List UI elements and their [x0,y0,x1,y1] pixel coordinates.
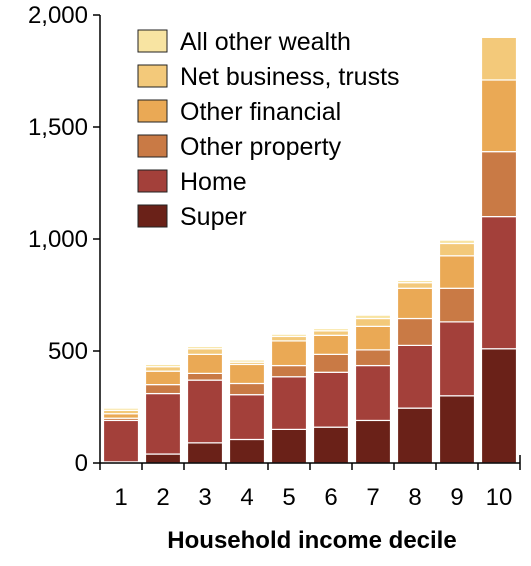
bar-segment [312,353,350,373]
x-tick-label: 2 [156,484,169,511]
bar-segment [228,359,266,363]
legend-label: Super [180,203,247,231]
bar-segment [480,79,518,153]
bar-segment [270,376,308,431]
bar-segment [228,363,266,385]
bar-segment [312,330,350,336]
bar-segment [270,333,308,338]
bar-segment [354,314,392,320]
bar-segment [354,317,392,327]
bar-segment [102,413,140,419]
bar-segment [396,287,434,320]
bar-segment [396,282,434,289]
bar-segment [312,328,350,332]
bar-segment [354,419,392,464]
y-tick-label: 1,500 [28,114,88,141]
bar-segment [144,363,182,368]
bar-segment [354,325,392,351]
bar-segment [144,392,182,455]
x-tick-label: 5 [282,484,295,511]
bar-segment [228,382,266,396]
legend: All other wealth Net business, trusts Othe… [137,28,400,231]
bars-layer [102,36,518,464]
y-ticks: 0 500 1,000 1,500 2,000 [28,2,100,477]
bar-segment [396,279,434,284]
bar-segment [186,345,224,350]
bar-segment [102,419,140,463]
y-tick-label: 0 [75,450,88,477]
bar-segment [186,353,224,374]
bar-segment [144,366,182,372]
x-axis-title: Household income decile [167,527,456,554]
bar-segment [312,334,350,355]
bar-segment [354,364,392,422]
bar-segment [270,335,308,342]
bar-segment [186,379,224,444]
bar-segment [480,36,518,81]
legend-swatch [137,169,168,193]
bar-segment [396,344,434,409]
bar-segment [228,438,266,464]
x-ticks: 1 2 3 4 5 6 7 8 9 10 [99,463,521,511]
y-tick-label: 2,000 [28,2,88,29]
bar-segment [438,287,476,323]
bar-segment [438,239,476,245]
legend-label: Home [180,168,247,196]
x-tick-label: 10 [486,484,513,511]
x-tick-label: 3 [198,484,211,511]
bar-segment [270,340,308,367]
legend-swatch [137,64,168,88]
y-tick-label: 500 [48,338,88,365]
bar-segment [270,364,308,378]
bar-segment [396,317,434,346]
legend-swatch [137,99,168,123]
x-tick-label: 6 [324,484,337,511]
legend-label: All other wealth [180,28,351,56]
y-tick-label: 1,000 [28,226,88,253]
x-tick-label: 7 [366,484,379,511]
bar-segment [438,321,476,397]
legend-label: Other financial [180,98,341,126]
legend-swatch [137,134,168,158]
bar-segment [186,348,224,355]
bar-segment [438,395,476,464]
legend-swatch [137,29,168,53]
bar-segment [480,216,518,350]
legend-label: Net business, trusts [180,63,400,91]
bar-segment [312,426,350,464]
x-tick-label: 8 [408,484,421,511]
bar-segment [480,348,518,464]
bar-segment [270,428,308,464]
bar-segment [144,453,182,464]
bar-segment [480,151,518,218]
bar-segment [102,407,140,411]
x-tick-label: 4 [240,484,253,511]
legend-label: Other property [180,133,342,161]
x-tick-label: 9 [450,484,463,511]
x-tick-label: 1 [114,484,127,511]
bar-segment [438,255,476,289]
bar-segment [312,371,350,428]
bar-segment [228,394,266,441]
bar-segment [144,384,182,395]
legend-swatch [137,204,168,228]
bar-segment [438,242,476,257]
bar-segment [186,372,224,381]
bar-segment [396,407,434,464]
bar-segment [186,442,224,464]
bar-segment [354,349,392,367]
bar-segment [144,370,182,386]
